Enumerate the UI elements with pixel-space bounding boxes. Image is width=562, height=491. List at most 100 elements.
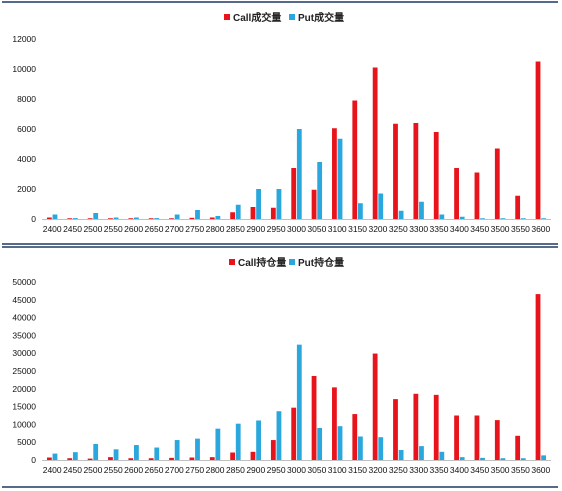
put-bar (439, 214, 445, 219)
call-bar (87, 218, 93, 219)
call-bar (67, 458, 73, 460)
call-bar (494, 148, 500, 219)
y-tick-label: 10000 (12, 64, 36, 74)
y-tick-label: 40000 (12, 313, 36, 323)
x-tick-label: 3350 (430, 224, 449, 234)
put-bar (378, 193, 384, 219)
x-tick-label: 3000 (287, 465, 306, 475)
x-tick-label: 2550 (104, 224, 123, 234)
call-bar (291, 407, 297, 460)
put-bar (357, 203, 363, 219)
call-bar (189, 457, 195, 460)
put-bar (439, 451, 445, 460)
put-bar (317, 427, 323, 460)
y-tick-label: 45000 (12, 295, 36, 305)
x-tick-label: 2400 (43, 224, 62, 234)
put-bar (195, 210, 200, 219)
x-tick-label: 3200 (368, 465, 387, 475)
legend-swatch-call (224, 14, 230, 20)
x-tick-label: 3500 (491, 224, 510, 234)
x-tick-label: 3600 (531, 224, 550, 234)
call-bar (372, 67, 378, 219)
x-tick-label: 2450 (63, 224, 82, 234)
x-tick-label: 2900 (246, 465, 265, 475)
put-bar (174, 440, 180, 460)
call-bar (311, 189, 317, 219)
put-bar (154, 218, 160, 219)
x-tick-label: 2600 (124, 465, 143, 475)
call-bar (515, 435, 521, 460)
call-bar (230, 212, 236, 219)
put-bar (134, 445, 139, 460)
call-bar (352, 100, 358, 219)
legend-label-put: Put成交量 (298, 11, 344, 24)
x-tick-label: 2650 (145, 224, 164, 234)
call-bar (230, 452, 236, 460)
put-bar (317, 162, 323, 219)
put-bar (134, 217, 139, 219)
call-bar (169, 457, 174, 460)
put-bar (296, 129, 302, 219)
call-bar (169, 218, 174, 219)
put-bar (52, 214, 58, 219)
x-tick-label: 2700 (165, 465, 184, 475)
x-tick-label: 3150 (348, 465, 367, 475)
call-bar (209, 217, 215, 219)
call-bar (332, 387, 337, 460)
y-tick-label: 30000 (12, 348, 36, 358)
y-tick-label: 0 (31, 214, 36, 224)
x-tick-label: 2700 (165, 224, 184, 234)
put-bar (72, 218, 78, 219)
call-bar (474, 415, 480, 460)
put-bar (215, 216, 221, 219)
x-tick-label: 2900 (246, 224, 265, 234)
x-tick-label: 2500 (83, 224, 102, 234)
put-bar (113, 217, 119, 219)
put-bar (93, 443, 99, 460)
x-tick-label: 3450 (470, 224, 489, 234)
y-tick-label: 20000 (12, 384, 36, 394)
legend-label-put: Put持仓量 (298, 256, 344, 269)
call-bar (535, 61, 541, 219)
call-bar (148, 218, 154, 219)
y-tick-label: 10000 (12, 419, 36, 429)
x-tick-label: 2550 (104, 465, 123, 475)
call-bar (372, 353, 378, 460)
put-bar (235, 204, 241, 219)
put-bar (276, 411, 282, 460)
put-bar (113, 449, 119, 460)
x-tick-label: 3100 (328, 224, 347, 234)
put-bar (378, 437, 384, 460)
call-bar (393, 399, 398, 460)
x-tick-label: 3600 (531, 465, 550, 475)
x-tick-label: 2650 (145, 465, 164, 475)
call-bar (413, 393, 419, 460)
legend-label-call: Call持仓量 (238, 256, 286, 269)
call-bar (46, 217, 52, 219)
call-bar (270, 207, 276, 219)
put-bar (419, 201, 424, 219)
y-tick-label: 25000 (12, 366, 36, 376)
chart2-legend: Call持仓量 Put持仓量 (229, 256, 344, 269)
x-tick-label: 2950 (267, 465, 286, 475)
call-bar (67, 218, 73, 219)
put-bar (459, 457, 465, 460)
put-bar (398, 210, 404, 219)
open-interest-chart: 0 5000 10000 15000 20000 25000 30000 35000 40000… (12, 277, 551, 475)
x-tick-label: 2850 (226, 465, 245, 475)
x-tick-label: 3400 (450, 224, 469, 234)
put-bar (520, 218, 526, 219)
call-bar (87, 458, 93, 460)
legend-label-call: Call成交量 (233, 11, 281, 24)
call-bar (128, 218, 134, 219)
put-bar (500, 458, 506, 460)
call-bar (393, 123, 398, 219)
x-tick-label: 3550 (511, 224, 530, 234)
x-tick-label: 3500 (491, 465, 510, 475)
x-tick-label: 2950 (267, 224, 286, 234)
call-bar (535, 294, 541, 460)
call-bar (332, 128, 337, 219)
put-bar (235, 423, 241, 460)
put-bar (337, 426, 343, 460)
x-tick-label: 2400 (43, 465, 62, 475)
